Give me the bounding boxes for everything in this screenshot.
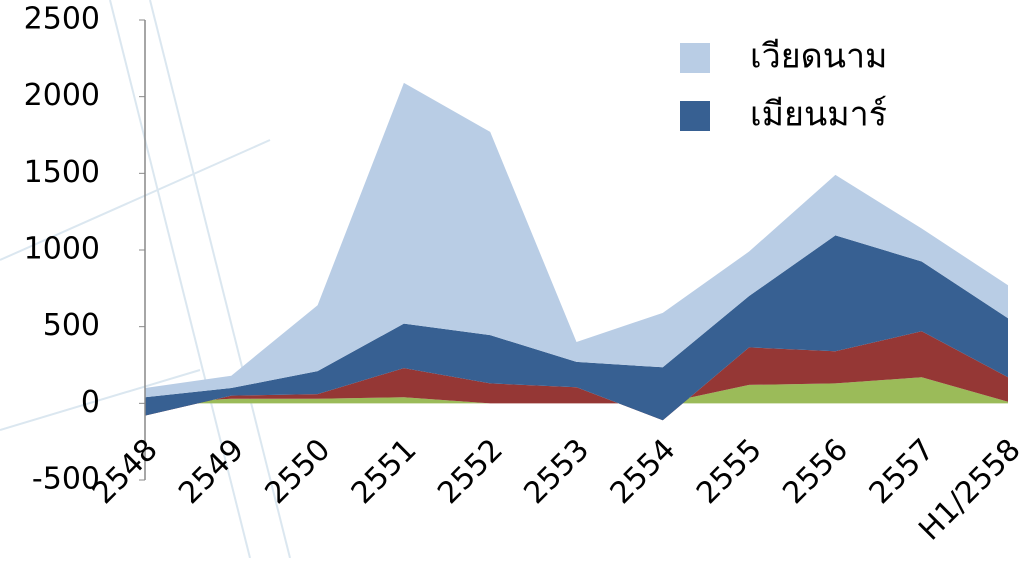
y-tick-label: -500 [32,462,100,497]
legend-label: เมียนมาร์ [750,95,887,135]
background-decoration [0,0,291,559]
x-tick-label: 2551 [345,432,424,511]
legend-swatch [680,43,710,73]
y-tick-label: 0 [81,385,100,420]
legend-swatch [680,101,710,131]
x-tick-label: 2553 [517,432,596,511]
area-series [145,377,1008,404]
x-tick-label: 2549 [172,432,251,511]
area-series [145,331,1008,421]
y-tick-label: 500 [43,308,100,343]
y-tick-label: 2500 [24,2,100,37]
area-series [145,235,1008,421]
y-tick-label: 1500 [24,155,100,190]
x-tick-label: 2550 [259,432,338,511]
x-tick-label: 2555 [690,432,769,511]
x-tick-label: 2552 [431,432,510,511]
x-tick-label: 2554 [604,432,683,511]
legend-label: เวียดนาม [750,37,887,77]
area-series [145,82,1008,398]
y-tick-label: 2000 [24,78,100,113]
x-tick-label: 2557 [863,432,942,511]
x-tick-label: 2556 [776,432,855,511]
y-tick-label: 1000 [24,232,100,267]
